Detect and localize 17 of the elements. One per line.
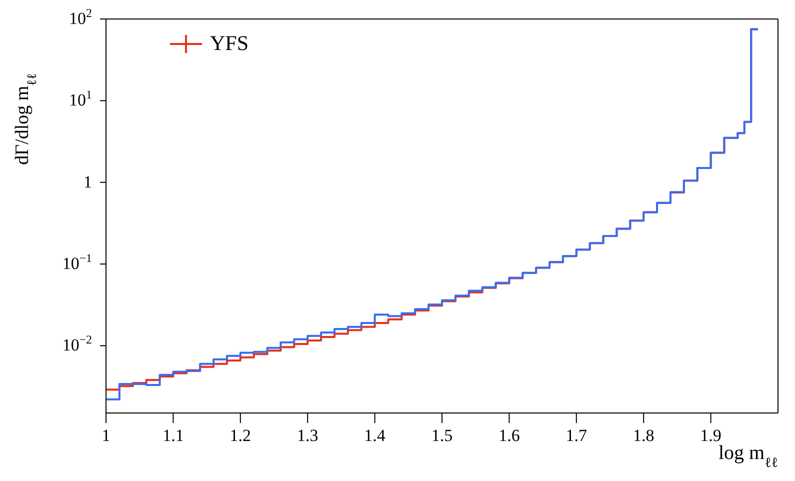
- legend-label: YFS: [210, 30, 249, 57]
- y-tick-label: 10$^{−2}$: [62, 332, 92, 355]
- x-axis-title: log m$_{ℓℓ}$: [718, 442, 778, 470]
- x-tick-label: 1.4: [364, 426, 386, 445]
- y-tick-label: 10$^{−1}$: [62, 251, 92, 274]
- x-tick-label: 1.1: [162, 426, 184, 445]
- y-tick-label: 10$^{1}$: [69, 88, 92, 110]
- y-tick-label: 1: [84, 172, 92, 192]
- x-tick-label: 1: [102, 426, 110, 445]
- x-tick-label: 1.8: [632, 426, 654, 445]
- x-tick-label: 1.9: [700, 426, 722, 445]
- x-tick-label: 1.6: [498, 426, 520, 445]
- x-tick-label: 1.2: [230, 426, 252, 445]
- y-tick-label: 10$^{2}$: [69, 6, 92, 28]
- x-tick-label: 1.3: [296, 426, 318, 445]
- x-tick-label: 1.5: [431, 426, 453, 445]
- x-tick-label: 1.7: [566, 426, 588, 445]
